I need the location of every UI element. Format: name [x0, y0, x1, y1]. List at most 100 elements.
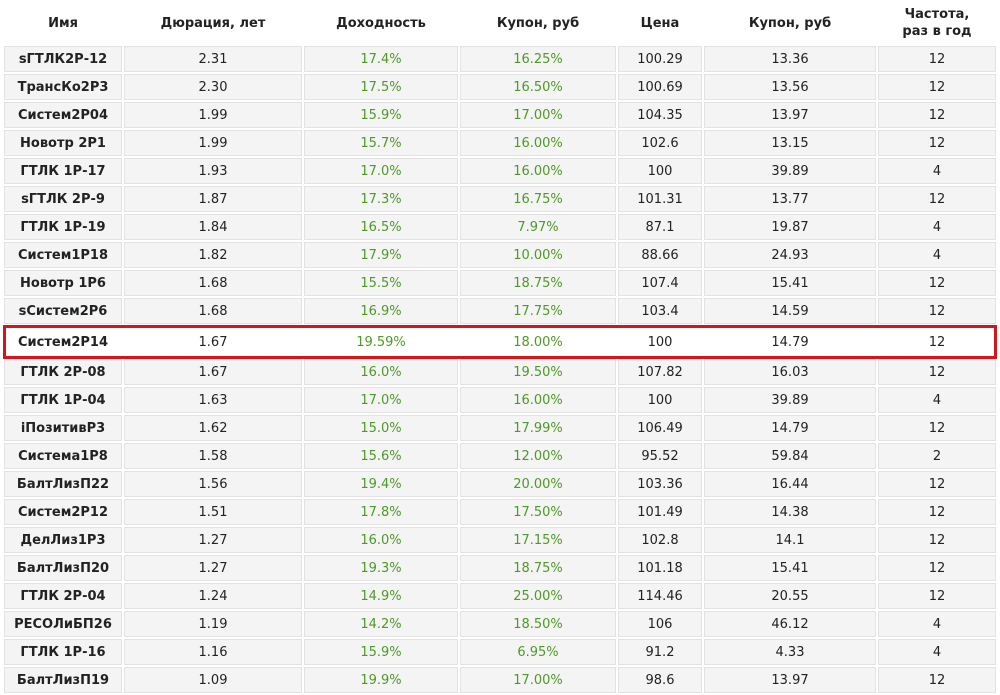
- row-name: БалтЛизП22: [4, 471, 122, 497]
- table-cell: 103.4: [618, 298, 702, 324]
- table-cell: 101.31: [618, 186, 702, 212]
- table-cell: 107.82: [618, 359, 702, 385]
- table-cell: 46.12: [704, 611, 876, 637]
- table-cell: 4: [878, 158, 996, 184]
- table-cell: 20.55: [704, 583, 876, 609]
- table-cell: 12: [878, 102, 996, 128]
- row-name: БалтЛизП19: [4, 667, 122, 693]
- table-cell: 16.00%: [460, 130, 616, 156]
- row-name: БалтЛизП20: [4, 555, 122, 581]
- table-cell: 15.0%: [304, 415, 458, 441]
- table-cell: 17.15%: [460, 527, 616, 553]
- table-cell: 15.41: [704, 270, 876, 296]
- table-cell: 16.00%: [460, 158, 616, 184]
- table-cell: 2: [878, 443, 996, 469]
- row-name: ДелЛиз1Р3: [4, 527, 122, 553]
- table-cell: 1.68: [124, 270, 302, 296]
- table-cell: 14.9%: [304, 583, 458, 609]
- table-cell: 1.93: [124, 158, 302, 184]
- row-name: sСистем2Р6: [4, 298, 122, 324]
- table-cell: 20.00%: [460, 471, 616, 497]
- table-cell: 16.75%: [460, 186, 616, 212]
- table-cell: 10.00%: [460, 242, 616, 268]
- table-cell: 13.36: [704, 46, 876, 72]
- table-cell: 12: [878, 298, 996, 324]
- table-cell: 17.00%: [460, 102, 616, 128]
- table-cell: 4: [878, 242, 996, 268]
- table-cell: 15.7%: [304, 130, 458, 156]
- row-name: Систем2Р04: [4, 102, 122, 128]
- header-cell: Купон, руб: [704, 2, 876, 44]
- table-cell: 4.33: [704, 639, 876, 665]
- header-cell: Дюрация, лет: [124, 2, 302, 44]
- table-cell: 17.50%: [460, 499, 616, 525]
- table-cell: 12: [878, 327, 996, 357]
- table-cell: 18.75%: [460, 555, 616, 581]
- table-cell: 100: [618, 158, 702, 184]
- table-cell: 12: [878, 583, 996, 609]
- table-cell: 1.19: [124, 611, 302, 637]
- table-cell: 16.25%: [460, 46, 616, 72]
- table-cell: 87.1: [618, 214, 702, 240]
- table-cell: 16.0%: [304, 359, 458, 385]
- header-cell: Имя: [4, 2, 122, 44]
- table-cell: 12: [878, 186, 996, 212]
- table-cell: 101.18: [618, 555, 702, 581]
- table-cell: 14.79: [704, 327, 876, 357]
- row-name: ТрансКо2Р3: [4, 74, 122, 100]
- table-cell: 17.9%: [304, 242, 458, 268]
- header-cell: Купон, руб: [460, 2, 616, 44]
- row-name: Система1Р8: [4, 443, 122, 469]
- table-cell: 19.50%: [460, 359, 616, 385]
- table-cell: 4: [878, 387, 996, 413]
- table-cell: 1.09: [124, 667, 302, 693]
- table-cell: 16.03: [704, 359, 876, 385]
- table-cell: 16.9%: [304, 298, 458, 324]
- table-cell: 17.8%: [304, 499, 458, 525]
- table-cell: 4: [878, 611, 996, 637]
- table-cell: 12: [878, 270, 996, 296]
- table-cell: 12: [878, 527, 996, 553]
- row-name: sГТЛК2Р-12: [4, 46, 122, 72]
- table-cell: 1.24: [124, 583, 302, 609]
- table-cell: 12: [878, 74, 996, 100]
- table-cell: 1.27: [124, 555, 302, 581]
- table-cell: 16.44: [704, 471, 876, 497]
- table-cell: 106.49: [618, 415, 702, 441]
- table-cell: 4: [878, 639, 996, 665]
- table-cell: 12: [878, 667, 996, 693]
- table-cell: 14.59: [704, 298, 876, 324]
- table-cell: 19.59%: [304, 327, 458, 357]
- table-cell: 16.0%: [304, 527, 458, 553]
- table-cell: 12: [878, 499, 996, 525]
- table-cell: 12.00%: [460, 443, 616, 469]
- row-name: Новотр 1Р6: [4, 270, 122, 296]
- table-cell: 25.00%: [460, 583, 616, 609]
- table-cell: 14.38: [704, 499, 876, 525]
- table-cell: 104.35: [618, 102, 702, 128]
- table-cell: 39.89: [704, 158, 876, 184]
- table-cell: 91.2: [618, 639, 702, 665]
- table-cell: 102.6: [618, 130, 702, 156]
- table-cell: 14.1: [704, 527, 876, 553]
- table-cell: 14.2%: [304, 611, 458, 637]
- header-cell: Частота, раз в год: [878, 2, 996, 44]
- table-cell: 17.75%: [460, 298, 616, 324]
- table-cell: 59.84: [704, 443, 876, 469]
- table-cell: 17.0%: [304, 387, 458, 413]
- table-cell: 16.00%: [460, 387, 616, 413]
- table-cell: 106: [618, 611, 702, 637]
- table-cell: 1.87: [124, 186, 302, 212]
- table-cell: 1.84: [124, 214, 302, 240]
- table-cell: 13.77: [704, 186, 876, 212]
- table-cell: 4: [878, 214, 996, 240]
- table-cell: 1.67: [124, 359, 302, 385]
- table-cell: 17.0%: [304, 158, 458, 184]
- row-name: ГТЛК 1Р-04: [4, 387, 122, 413]
- table-cell: 1.99: [124, 130, 302, 156]
- table-cell: 18.50%: [460, 611, 616, 637]
- table-cell: 1.58: [124, 443, 302, 469]
- row-name: ГТЛК 2Р-08: [4, 359, 122, 385]
- table-cell: 12: [878, 130, 996, 156]
